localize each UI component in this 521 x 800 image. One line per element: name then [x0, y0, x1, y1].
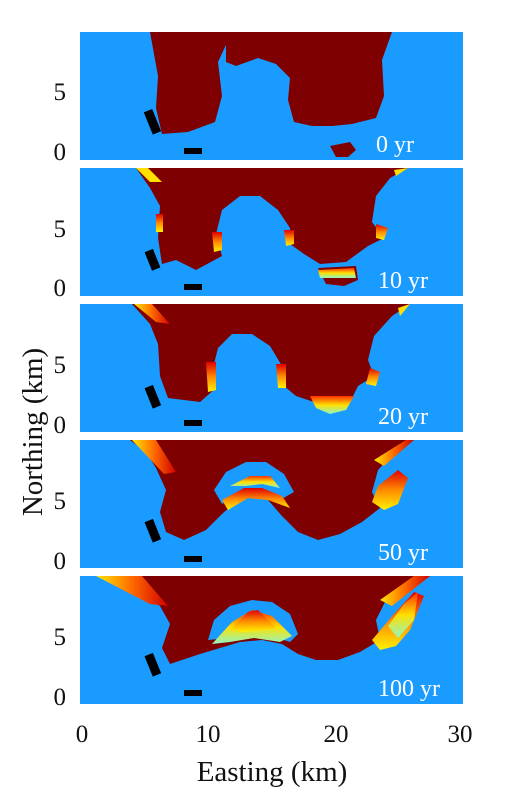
panel-10yr: 10 yr — [80, 168, 463, 296]
y-tick-label: 5 — [54, 216, 67, 243]
x-axis-label: Easting (km) — [197, 756, 348, 788]
transition-band — [230, 476, 280, 488]
marker-box — [144, 384, 162, 409]
transition-band — [374, 440, 414, 466]
y-tick-label: 5 — [54, 79, 67, 106]
time-label: 100 yr — [378, 676, 440, 702]
y-tick-labels: 5 0 5 0 5 0 5 0 5 0 — [54, 79, 67, 711]
transition-band — [212, 232, 222, 252]
marker-box — [184, 690, 202, 696]
land-mass — [330, 142, 356, 157]
transition-band — [398, 304, 410, 316]
panel-50yr: 50 yr — [80, 440, 463, 568]
marker-box — [144, 652, 162, 677]
time-label: 0 yr — [376, 132, 414, 158]
transition-band — [380, 576, 430, 606]
y-tick-label: 5 — [54, 624, 67, 651]
transition-band — [222, 488, 290, 510]
time-label: 20 yr — [378, 404, 428, 430]
transition-band — [376, 224, 388, 240]
transition-band — [366, 368, 380, 386]
y-tick-label: 0 — [54, 548, 67, 575]
transition-band — [134, 304, 170, 324]
y-tick-label: 5 — [54, 352, 67, 379]
x-tick-label: 10 — [196, 721, 221, 748]
y-tick-label: 0 — [54, 412, 67, 439]
panel-0yr: 0 yr — [80, 32, 463, 160]
transition-band — [230, 610, 276, 632]
marker-box — [144, 518, 162, 543]
time-label: 50 yr — [378, 540, 428, 566]
y-tick-label: 5 — [54, 488, 67, 515]
transition-band — [206, 362, 216, 392]
x-tick-label: 20 — [324, 721, 349, 748]
marker-box — [143, 109, 162, 135]
panel-20yr: 20 yr — [80, 304, 463, 432]
y-tick-label: 0 — [54, 139, 67, 166]
transition-band — [372, 470, 408, 510]
panel-100yr: 100 yr — [80, 576, 463, 704]
transition-band — [276, 364, 286, 388]
transition-band — [96, 576, 168, 606]
time-label: 10 yr — [378, 268, 428, 294]
transition-band — [136, 168, 162, 182]
land-mass — [150, 32, 392, 134]
y-tick-label: 0 — [54, 684, 67, 711]
marker-box — [184, 148, 202, 154]
marker-box — [144, 248, 161, 271]
transition-band — [156, 214, 163, 232]
transition-band — [388, 592, 418, 638]
transition-band — [318, 268, 356, 278]
transition-band — [132, 440, 176, 474]
land-mass — [136, 168, 408, 270]
transition-band — [310, 396, 354, 414]
x-tick-label: 0 — [76, 721, 89, 748]
marker-box — [184, 420, 202, 426]
marker-box — [184, 556, 202, 562]
land-mass — [132, 304, 410, 412]
x-tick-label: 30 — [448, 721, 473, 748]
y-tick-label: 0 — [54, 275, 67, 302]
transition-band — [284, 230, 294, 246]
y-axis-label: Northing (km) — [17, 348, 49, 516]
marker-box — [184, 284, 202, 290]
transition-band — [394, 168, 408, 176]
